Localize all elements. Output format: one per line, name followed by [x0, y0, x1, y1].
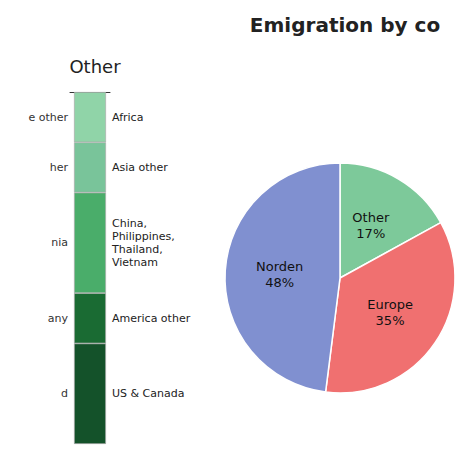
svg-text:any: any: [48, 312, 69, 325]
svg-text:her: her: [50, 161, 69, 174]
svg-text:America other: America other: [112, 312, 191, 325]
svg-text:Norden: Norden: [256, 259, 303, 274]
svg-text:US & Canada: US & Canada: [112, 387, 184, 400]
svg-text:China,: China,: [112, 217, 147, 230]
svg-text:Vietnam: Vietnam: [112, 256, 158, 269]
svg-text:Asia other: Asia other: [112, 161, 168, 174]
svg-text:35%: 35%: [376, 313, 405, 328]
svg-text:Thailand,: Thailand,: [111, 243, 163, 256]
svg-text:nia: nia: [51, 236, 68, 249]
svg-text:d: d: [61, 387, 68, 400]
svg-text:Other: Other: [352, 210, 390, 225]
svg-text:e other: e other: [28, 111, 68, 124]
svg-text:Emigration by co: Emigration by co: [250, 13, 440, 37]
svg-text:Europe: Europe: [367, 297, 413, 312]
svg-text:17%: 17%: [356, 226, 385, 241]
svg-text:Africa: Africa: [112, 111, 143, 124]
svg-text:Philippines,: Philippines,: [112, 230, 175, 243]
svg-text:48%: 48%: [265, 275, 294, 290]
svg-text:Other: Other: [69, 56, 121, 77]
